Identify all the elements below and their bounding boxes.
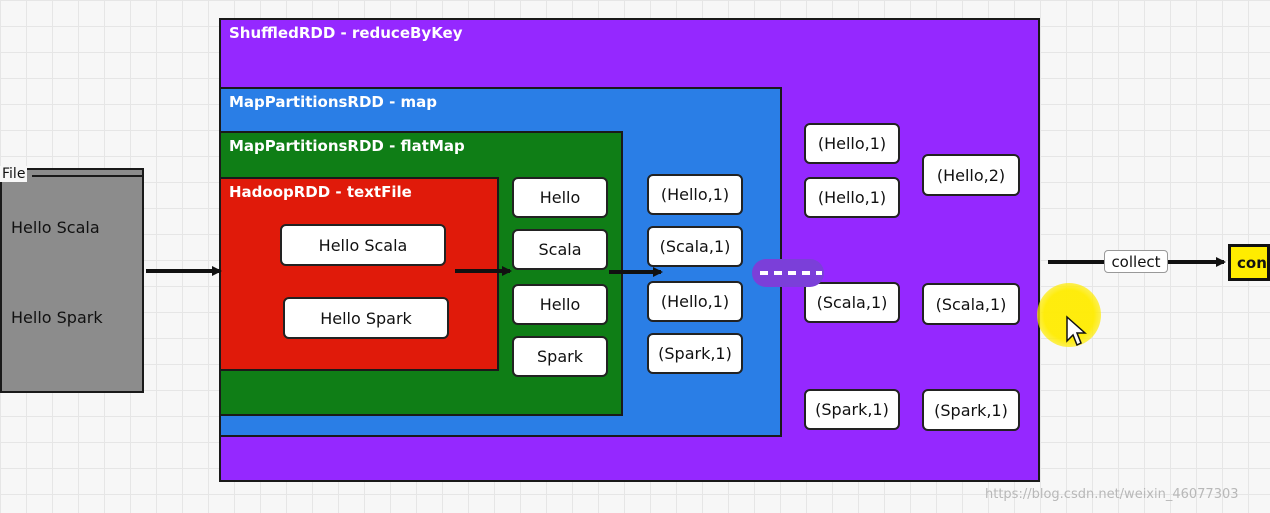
map-pair-box: (Scala,1): [647, 226, 743, 267]
flatmap-word-box: Hello: [512, 284, 608, 325]
map-rdd-title: MapPartitionsRDD - map: [229, 93, 438, 111]
shuffle-pair-box: (Spark,1): [804, 389, 900, 430]
mouse-pointer-icon: [1066, 315, 1087, 347]
flatmap-rdd-title: MapPartitionsRDD - flatMap: [229, 137, 465, 155]
shuffled-rdd-title: ShuffledRDD - reduceByKey: [229, 24, 463, 42]
hadoop-rdd-title: HadoopRDD - textFile: [229, 183, 412, 201]
flatmap-word-box: Hello: [512, 177, 608, 218]
hadoop-line-box: Hello Scala: [280, 224, 446, 266]
flatmap-word-box: Scala: [512, 229, 608, 270]
map-pair-box: (Spark,1): [647, 333, 743, 374]
flatmap-word-box: Spark: [512, 336, 608, 377]
file-header-line: [32, 175, 144, 177]
file-line-1: Hello Scala: [11, 218, 100, 237]
hadoop-line-box: Hello Spark: [283, 297, 449, 339]
shuffle-pair-box: (Scala,1): [804, 282, 900, 323]
file-line-2: Hello Spark: [11, 308, 103, 327]
result-box: con: [1228, 244, 1270, 281]
shuffle-pair-box: (Hello,1): [804, 123, 900, 164]
collect-label: collect: [1104, 250, 1168, 273]
watermark-url: https://blog.csdn.net/weixin_46077303: [985, 487, 1239, 502]
reduced-pair-box: (Scala,1): [922, 283, 1020, 325]
map-pair-box: (Hello,1): [647, 281, 743, 322]
reduced-pair-box: (Hello,2): [922, 154, 1020, 196]
shuffle-pair-box: (Hello,1): [804, 177, 900, 218]
reduced-pair-box: (Spark,1): [922, 389, 1020, 431]
map-pair-box: (Hello,1): [647, 174, 743, 215]
file-panel: [0, 168, 144, 393]
file-label: File: [0, 166, 28, 182]
